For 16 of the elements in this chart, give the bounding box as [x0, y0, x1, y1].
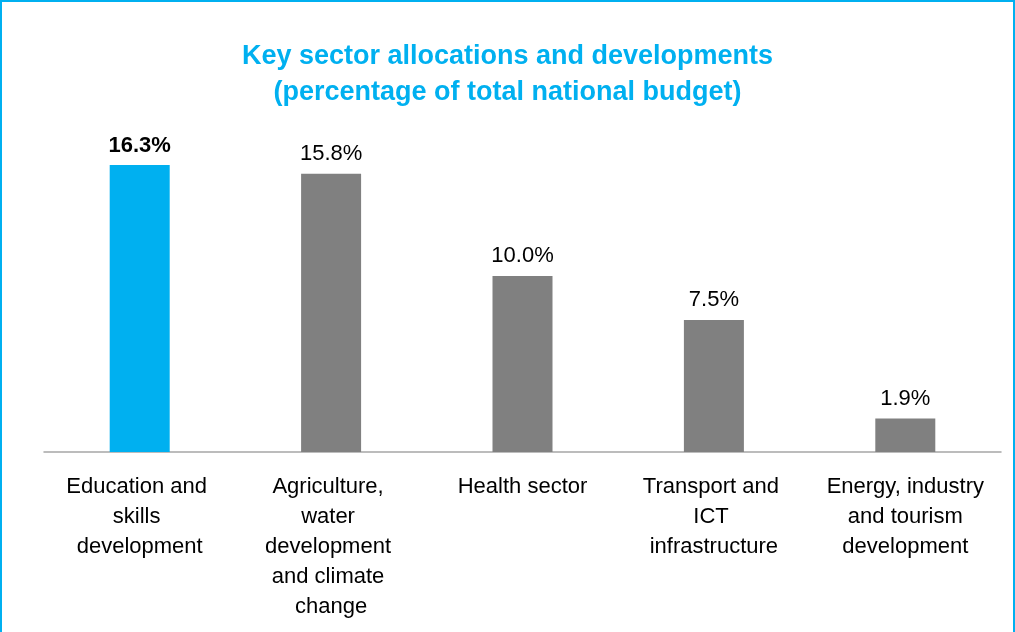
bar	[492, 275, 553, 452]
x-tick-label: Agriculture, water development and climate change	[265, 472, 398, 618]
chart-title: Key sector allocations and developments (percentage of total national budget)	[241, 40, 774, 106]
data-label: 7.5%	[688, 286, 739, 312]
data-label: 15.8%	[299, 140, 363, 166]
bar	[301, 173, 362, 452]
x-tick-label: Energy, industry and tourism development	[826, 472, 984, 558]
data-label: 16.3%	[108, 131, 171, 157]
x-tick-label: Education and skills development	[66, 472, 214, 558]
x-tick-label: Transport and ICT infrastructure	[642, 472, 786, 558]
bar	[875, 418, 936, 452]
bar	[109, 165, 170, 452]
data-label: 10.0%	[491, 242, 554, 268]
data-label: 1.9%	[880, 385, 931, 411]
x-tick-label: Health sector	[457, 472, 588, 498]
bar	[683, 319, 744, 452]
